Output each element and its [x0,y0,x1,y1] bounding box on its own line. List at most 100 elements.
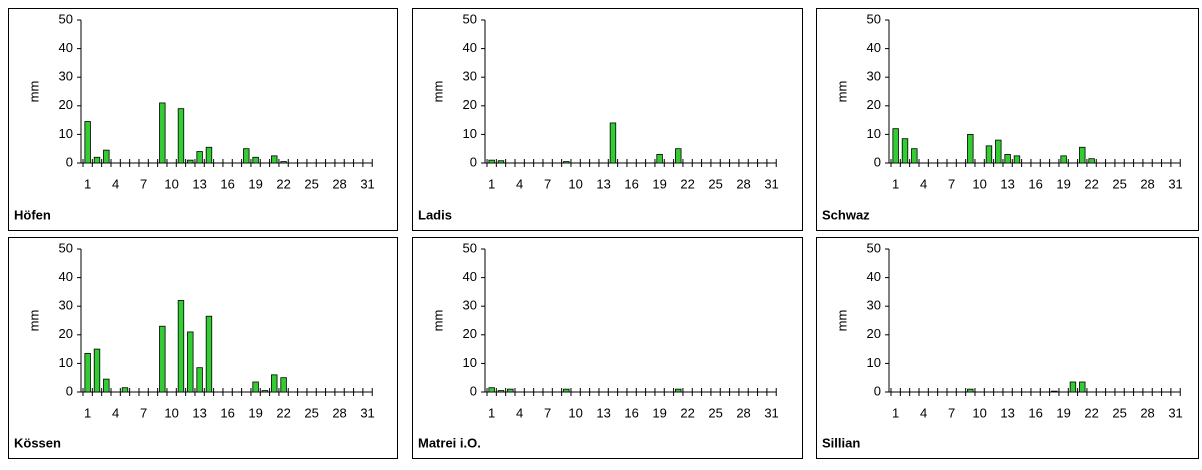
y-axis-label: mm [26,81,41,103]
bar [196,151,203,164]
y-tick-label: 10 [463,126,477,141]
y-tick-label: 0 [470,383,477,398]
y-tick-label: 50 [59,11,73,26]
x-tick-label: 16 [220,405,234,420]
x-tick-label: 28 [332,405,346,420]
bar [280,377,287,393]
x-tick-label: 19 [1056,405,1070,420]
bar [985,145,993,164]
bar [243,148,250,164]
y-tick-label: 10 [59,126,73,141]
x-tick-label: 25 [304,176,318,191]
x-tick-label: 22 [1084,176,1098,191]
y-tick-label: 10 [463,355,477,370]
x-tick-label: 28 [332,176,346,191]
x-tick-label: 7 [544,176,551,191]
y-tick-label: 10 [59,355,73,370]
chart-panel: 0 10 20 30 40 50 mm 1 4 7 10 13 16 19 22 25 28 31 Sillian [816,237,1199,459]
x-tick-label: 19 [248,405,262,420]
x-tick-label: 4 [920,176,927,191]
y-tick-label: 30 [867,69,881,84]
x-tick-label: 22 [1084,405,1098,420]
bar [93,156,101,164]
x-tick-label: 16 [220,176,234,191]
x-tick-label: 31 [360,176,374,191]
y-axis-label: mm [834,81,849,103]
x-tick-label: 19 [652,405,666,420]
bar [995,139,1002,164]
x-tick-label: 4 [516,405,523,420]
panel-title: Matrei i.O. [418,435,481,450]
bar [892,128,899,164]
x-tick-label: 31 [1168,405,1182,420]
x-tick-label: 31 [764,405,778,420]
y-tick-label: 50 [867,11,881,26]
x-tick-label: 10 [972,176,986,191]
x-tick-label: 31 [360,405,374,420]
x-tick-label: 16 [1028,405,1042,420]
x-tick-label: 25 [304,405,318,420]
bar [84,121,91,164]
x-tick-label: 4 [516,176,523,191]
bar [488,387,495,393]
x-tick-label: 25 [708,405,722,420]
bar [1079,146,1086,164]
y-tick-label: 20 [463,97,477,112]
panel-border [816,237,1199,459]
panel-border [8,8,398,231]
y-tick-label: 0 [470,154,477,169]
x-tick-label: 16 [624,405,638,420]
y-tick-label: 20 [867,326,881,341]
bar [187,331,194,393]
panel-border [412,8,803,231]
bar [84,352,91,393]
bar [103,149,110,164]
bar [205,146,213,164]
bar [1060,155,1067,164]
x-tick-label: 25 [708,176,722,191]
y-tick-label: 20 [867,97,881,112]
y-tick-label: 30 [463,69,477,84]
y-tick-label: 40 [867,269,881,284]
bar [1051,390,1058,393]
y-tick-label: 50 [463,11,477,26]
x-tick-label: 31 [764,176,778,191]
bar [497,160,505,164]
bar [205,315,213,393]
x-tick-label: 13 [192,176,206,191]
bar [271,374,278,393]
x-tick-label: 25 [1112,405,1126,420]
bar [1069,381,1077,393]
y-tick-label: 50 [867,240,881,255]
x-tick-label: 28 [1140,176,1154,191]
panel-border [412,237,803,459]
x-tick-label: 7 [948,176,955,191]
x-tick-label: 7 [544,405,551,420]
bar [656,154,663,164]
bar [271,155,278,164]
x-tick-label: 1 [488,405,495,420]
x-tick-label: 25 [1112,176,1126,191]
bar [967,133,974,164]
x-tick-label: 10 [972,405,986,420]
y-tick-label: 0 [66,383,73,398]
x-tick-label: 1 [84,405,91,420]
bar [252,156,259,164]
bar [563,161,570,164]
bar [177,108,185,164]
bar [1088,158,1095,164]
x-tick-label: 13 [1000,405,1014,420]
bar [488,159,495,164]
x-tick-label: 28 [736,405,750,420]
chart-panel: 0 10 20 30 40 50 mm 1 4 7 10 13 16 19 22 25 28 31 Kössen [8,237,398,459]
y-tick-label: 0 [66,154,73,169]
bar [675,148,682,164]
x-tick-label: 19 [652,176,666,191]
x-tick-label: 13 [596,405,610,420]
y-tick-label: 40 [59,269,73,284]
chart-panel: 0 10 20 30 40 50 mm 1 4 7 10 13 16 19 22 25 28 31 Höfen [8,8,398,231]
y-tick-label: 0 [874,383,881,398]
bar [967,388,974,393]
